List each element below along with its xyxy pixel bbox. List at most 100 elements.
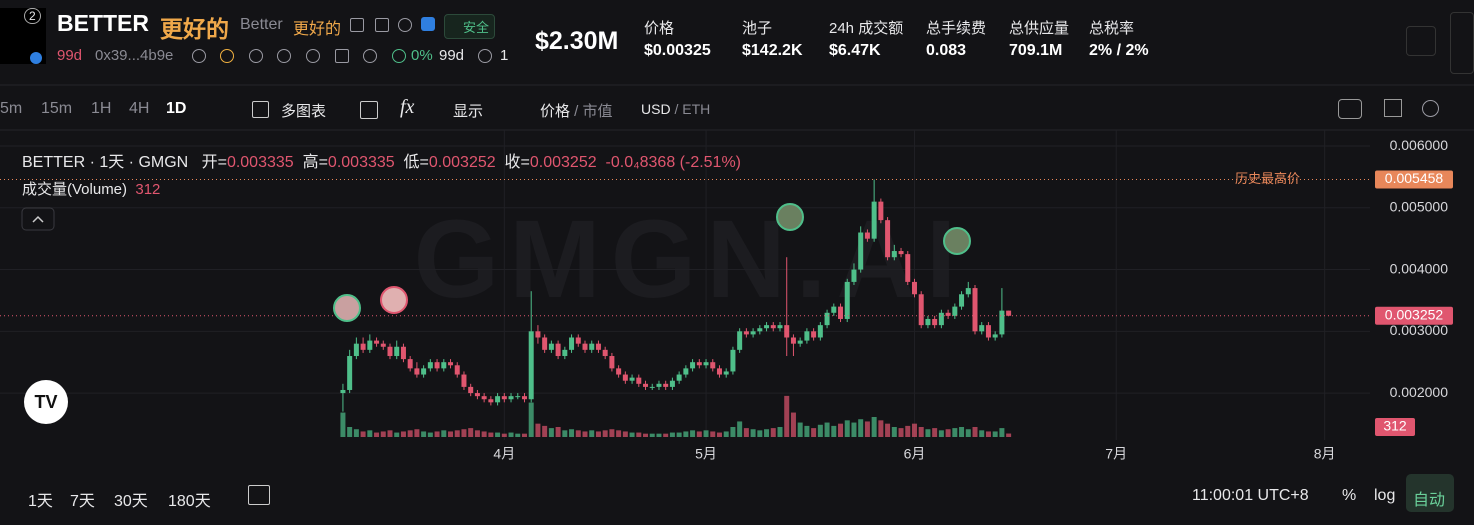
volume-bar <box>582 431 588 437</box>
volume-bar <box>347 427 353 437</box>
range[interactable]: 30天 <box>114 493 148 510</box>
fullscreen[interactable] <box>1384 99 1402 117</box>
x-tick-label: 6月 <box>904 446 926 462</box>
panel-toggle[interactable] <box>1406 26 1436 56</box>
tv-logo[interactable] <box>24 380 68 424</box>
event-icon[interactable] <box>776 203 804 231</box>
token-name-cn: 更好的 <box>160 16 229 42</box>
candle-body <box>864 232 870 239</box>
eye-icon[interactable] <box>478 49 492 63</box>
edit-icon[interactable] <box>350 18 364 32</box>
candle-body <box>764 325 770 329</box>
candle-body <box>528 331 534 400</box>
copy-icon[interactable] <box>375 18 389 32</box>
candle-body <box>804 331 810 341</box>
range[interactable]: 1天 <box>28 493 53 510</box>
multi-chart[interactable]: 多图表 <box>281 103 327 120</box>
candle-body <box>649 386 655 388</box>
candle-body <box>569 337 575 350</box>
volume-bar <box>945 429 951 437</box>
candle-body <box>858 232 864 270</box>
auto[interactable]: 自动 <box>1413 492 1446 509</box>
dev-icon[interactable] <box>392 49 406 63</box>
holder-icon[interactable] <box>192 49 206 63</box>
candle-body <box>891 251 897 258</box>
candle-type[interactable] <box>360 101 378 119</box>
mcap[interactable]: 市值 <box>582 103 613 120</box>
volume-bar <box>407 430 413 437</box>
candle-body <box>609 356 615 369</box>
volume-bar <box>528 402 534 437</box>
indicators[interactable]: fx <box>400 96 415 118</box>
range[interactable]: 7天 <box>70 493 95 510</box>
volume-bar <box>495 432 501 437</box>
display[interactable]: 显示 <box>453 103 484 120</box>
candle-body <box>979 325 985 332</box>
candle-body <box>871 201 877 239</box>
volume-bar <box>421 431 427 437</box>
screenshot[interactable] <box>1338 99 1362 119</box>
auto-button[interactable] <box>1406 474 1454 512</box>
checkbox[interactable] <box>252 101 269 118</box>
volume-bar <box>757 430 763 437</box>
interval[interactable]: 1H <box>91 100 112 117</box>
candle-body <box>669 380 675 387</box>
interval[interactable]: 4H <box>129 100 150 117</box>
event-icon[interactable] <box>333 294 361 322</box>
candle-body <box>716 368 722 375</box>
price-toggle[interactable]: 价格 / 市值 <box>540 103 613 120</box>
range[interactable]: 180天 <box>168 493 211 510</box>
volume-label: 成交量(Volume) <box>22 181 128 198</box>
candle-body <box>844 281 850 319</box>
candle-body <box>562 349 568 357</box>
volume-bar <box>891 427 897 437</box>
settings[interactable] <box>1422 100 1439 117</box>
volume-bar <box>878 420 884 437</box>
chat-icon[interactable] <box>335 49 349 63</box>
address[interactable]: 0x39...4b9e <box>95 47 174 64</box>
low: 0.003252 <box>428 154 496 171</box>
candle-body <box>636 377 642 384</box>
usd[interactable]: USD <box>641 101 671 117</box>
candle-body <box>421 368 427 375</box>
market-cap: $2.30M <box>535 27 619 55</box>
symbol: BETTER · 1天 · GMGN <box>22 154 189 171</box>
calendar[interactable] <box>248 485 270 505</box>
volume-bar <box>730 427 736 437</box>
y-tick-label: 0.004000 <box>1390 260 1449 276</box>
volume-bar <box>515 433 521 437</box>
telegram-icon[interactable] <box>277 49 291 63</box>
eth[interactable]: ETH <box>682 101 711 117</box>
interval[interactable]: 5m <box>0 100 23 117</box>
collapse-button[interactable] <box>21 207 55 231</box>
event-icon[interactable] <box>380 286 408 314</box>
burn-icon[interactable] <box>306 49 320 63</box>
warn-icon[interactable] <box>220 49 234 63</box>
volume-bar <box>723 431 729 437</box>
log[interactable]: log <box>1374 487 1396 504</box>
interval[interactable]: 15m <box>41 100 73 117</box>
share-icon[interactable] <box>398 18 412 32</box>
web-icon[interactable] <box>249 49 263 63</box>
candle-body <box>918 294 924 326</box>
volume-bar <box>548 428 554 437</box>
candle-body <box>515 396 521 398</box>
currency-toggle[interactable]: USD / ETH <box>641 101 711 117</box>
high-label: 高= <box>302 154 328 171</box>
age: 99d <box>57 47 83 64</box>
stat-label: 24h 成交额 <box>829 20 904 37</box>
candle-body <box>797 340 803 344</box>
event-icon[interactable] <box>943 227 971 255</box>
search-icon[interactable] <box>363 49 377 63</box>
side-buttons[interactable] <box>1450 12 1474 74</box>
percent[interactable]: % <box>1342 487 1357 504</box>
candle-body <box>898 251 904 255</box>
interval[interactable]: 1D <box>166 100 187 117</box>
candle-body <box>434 362 440 369</box>
candle-body <box>952 306 958 316</box>
safety-badge[interactable]: 安全 <box>444 14 496 39</box>
volume-bar <box>784 395 790 437</box>
candle-body <box>972 288 978 332</box>
price[interactable]: 价格 <box>540 103 571 120</box>
volume-bar <box>380 431 386 437</box>
